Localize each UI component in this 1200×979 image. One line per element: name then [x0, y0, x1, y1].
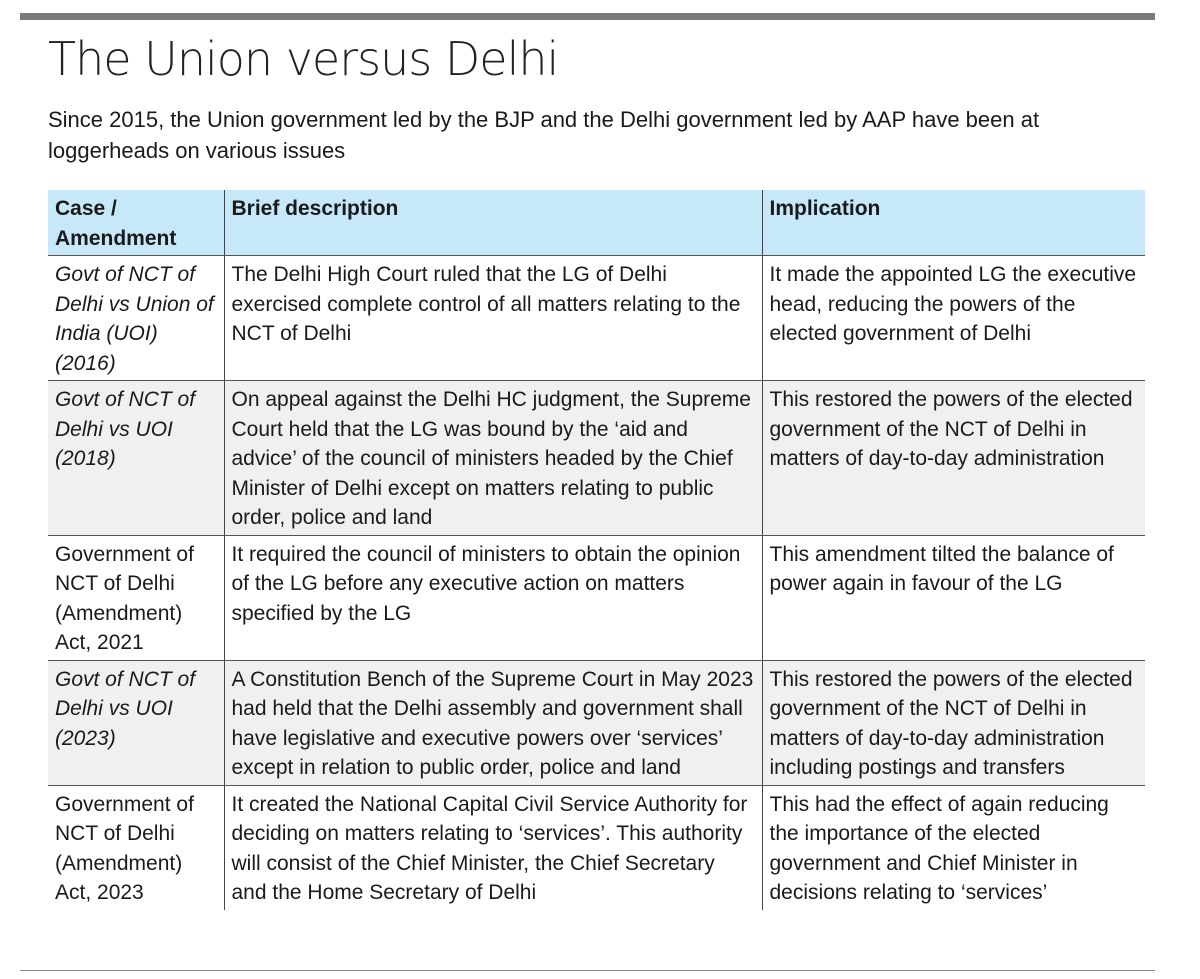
case-cell: Government of NCT of Delhi (Amendment) A…	[55, 792, 194, 905]
description-cell: It created the National Capital Civil Se…	[223, 785, 762, 910]
top-rule	[20, 13, 1155, 20]
implication-cell: It made the appointed LG the executive h…	[761, 255, 1145, 381]
table-row: Govt of NCT of Delhi vs UOI (2023) A Con…	[48, 660, 1145, 786]
table-row: Govt of NCT of Delhi vs Union of India (…	[48, 255, 1145, 381]
description-cell: On appeal against the Delhi HC judgment,…	[223, 380, 762, 536]
case-cell: Govt of NCT of Delhi vs Union of India (…	[48, 255, 224, 381]
header-case: Case / Amendment	[48, 190, 224, 256]
implication-cell: This restored the powers of the elected …	[761, 660, 1145, 786]
table-row: Government of NCT of Delhi (Amendment) A…	[48, 535, 1145, 661]
cases-table: Case / Amendment Brief description Impli…	[48, 190, 1145, 910]
description-cell: It required the council of ministers to …	[223, 535, 762, 661]
table-row: Govt of NCT of Delhi vs UOI (2018) On ap…	[48, 380, 1145, 536]
case-cell: Govt of NCT of Delhi vs UOI (2018)	[48, 380, 224, 536]
implication-cell: This restored the powers of the elected …	[761, 380, 1145, 536]
page-title: The Union versus Delhi	[48, 32, 559, 86]
implication-cell: This amendment tilted the balance of pow…	[761, 535, 1145, 661]
table-header-row: Case / Amendment Brief description Impli…	[48, 190, 1145, 256]
header-implication: Implication	[761, 190, 1145, 256]
table-row: Government of NCT of Delhi (Amendment) A…	[48, 785, 1145, 910]
case-cell: Govt of NCT of Delhi vs UOI (2023)	[48, 660, 224, 786]
subtitle: Since 2015, the Union government led by …	[48, 107, 1040, 163]
case-cell: Government of NCT of Delhi (Amendment) A…	[48, 535, 224, 661]
bottom-rule	[20, 970, 1155, 971]
description-cell: The Delhi High Court ruled that the LG o…	[223, 255, 762, 381]
description-cell: A Constitution Bench of the Supreme Cour…	[223, 660, 762, 786]
implication-cell: This had the effect of again reducing th…	[761, 785, 1145, 910]
header-description: Brief description	[223, 190, 762, 256]
